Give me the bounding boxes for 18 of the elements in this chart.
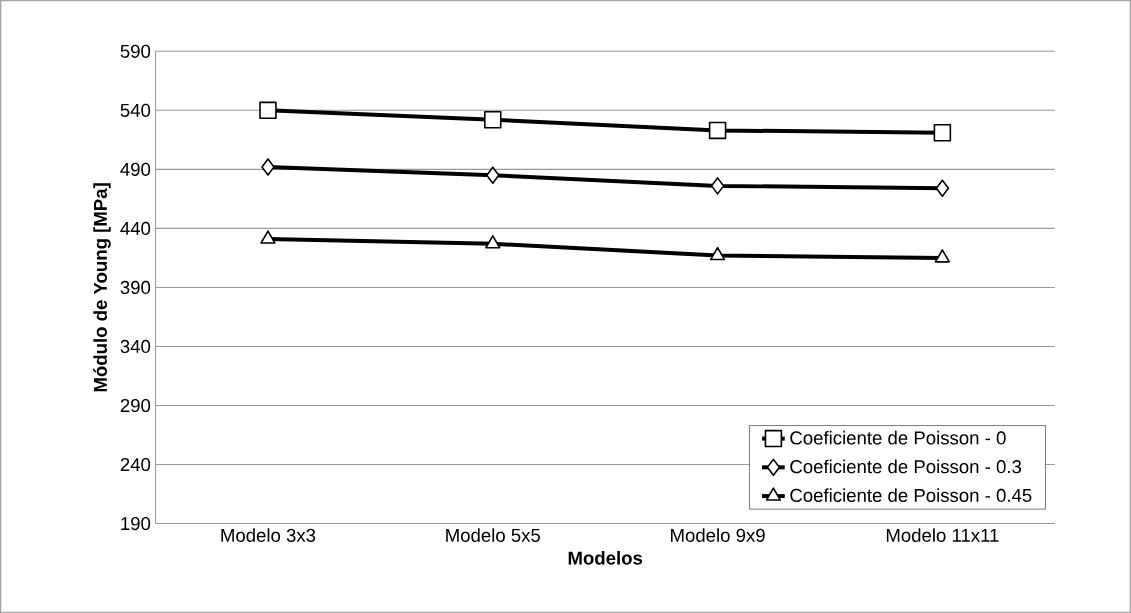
y-tick-label: 590 — [120, 44, 151, 58]
y-tick-label: 440 — [120, 221, 151, 235]
x-axis-title: Modelos — [568, 551, 643, 565]
x-tick-label: Modelo 5x5 — [446, 528, 541, 542]
y-tick-label: 240 — [120, 457, 151, 472]
y-axis-title: Módulo de Young [MPa] — [93, 183, 111, 392]
y-tick-label: 490 — [120, 162, 151, 176]
x-tick-label: Modelo 11x11 — [886, 528, 999, 542]
y-tick-label: 390 — [120, 280, 151, 295]
y-tick-label: 340 — [120, 339, 151, 354]
y-tick-label: 540 — [120, 103, 151, 117]
x-tick-label: Modelo 3x3 — [221, 528, 316, 542]
legend-label: Coeficiente de Poisson - 0.3 — [790, 459, 1022, 474]
x-tick-label: Modelo 9x9 — [671, 528, 765, 542]
y-tick-label: 190 — [121, 516, 151, 531]
y-tick-label: 290 — [120, 398, 151, 413]
legend-label: Coeficiente de Poisson - 0.45 — [790, 488, 1032, 503]
legend-label: Coeficiente de Poisson - 0 — [790, 430, 1006, 445]
